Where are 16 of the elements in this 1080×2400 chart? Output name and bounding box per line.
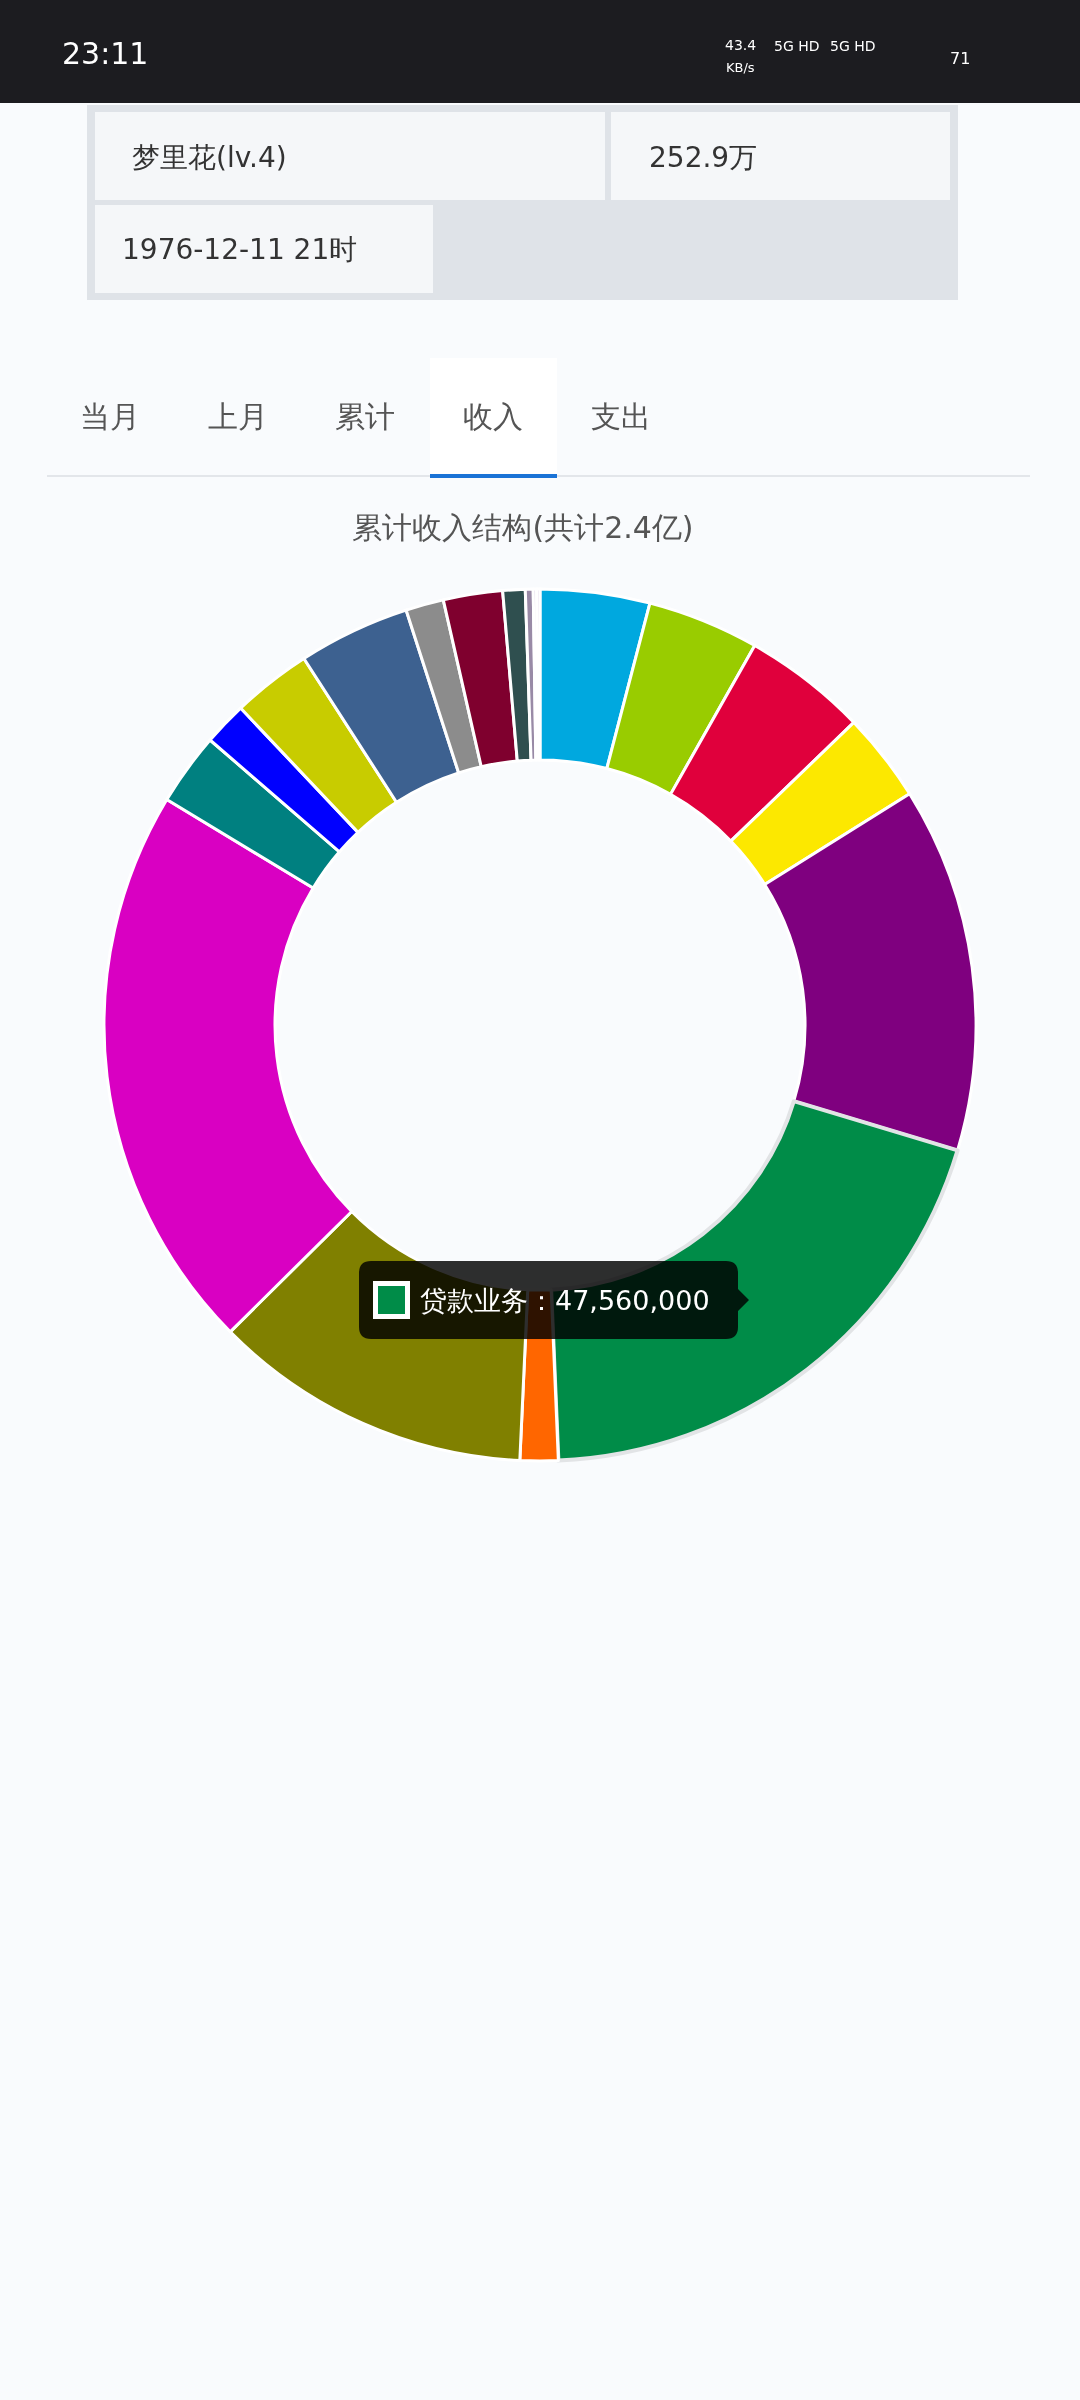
text: 支出: [591, 399, 651, 434]
chart-title: 累计收入结构(共计2.4亿): [352, 509, 694, 545]
text: 43.4: [725, 37, 757, 53]
text: 5G HD: [774, 38, 820, 54]
text: 累计: [335, 399, 395, 434]
text: KB/s: [726, 60, 755, 75]
text: 收入: [463, 399, 523, 434]
text: 上月: [208, 399, 268, 434]
text: 梦里花(lv.4): [132, 141, 287, 174]
text: 1976-12-11 21时: [122, 233, 358, 266]
text: 当月: [80, 399, 140, 434]
legend-label: 贷款业务：47,560,000: [420, 1285, 710, 1316]
text: 23:11: [62, 36, 149, 71]
text: 252.9万: [649, 141, 758, 174]
text: 5G HD: [830, 38, 876, 54]
text: 71: [950, 49, 971, 68]
